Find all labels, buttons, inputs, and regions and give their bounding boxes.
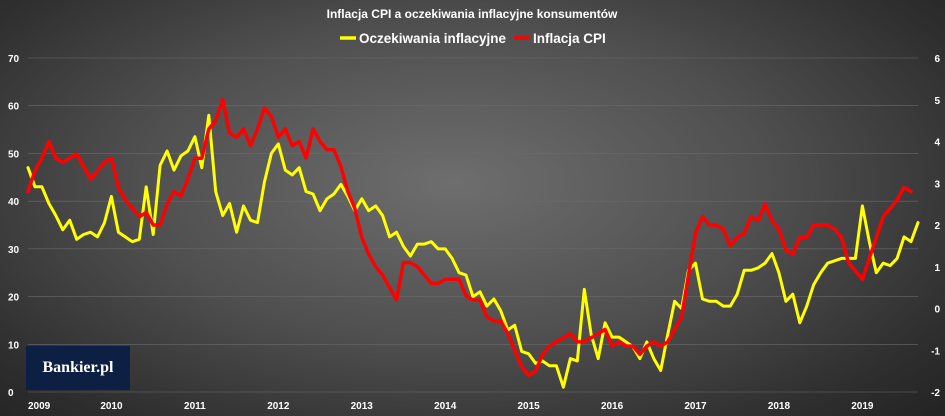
series-line-cpi — [26, 98, 913, 378]
y-right-tick-label: 3 — [934, 179, 940, 190]
y-left-tick-label: 10 — [8, 340, 20, 351]
legend-label-cpi: Inflacja CPI — [533, 31, 606, 46]
series-line-expectations — [26, 113, 920, 389]
series-layer — [26, 98, 920, 389]
x-tick-label: 2019 — [851, 401, 874, 412]
x-tick-label: 2017 — [684, 401, 707, 412]
y-right-tick-label: -1 — [931, 346, 940, 357]
y-right-tick-label: 2 — [934, 221, 940, 232]
x-tick-label: 2015 — [518, 401, 541, 412]
x-tick-label: 2018 — [768, 401, 791, 412]
x-tick-label: 2012 — [267, 401, 290, 412]
legend-label-expectations: Oczekiwania inflacyjne — [359, 31, 507, 46]
legend: Oczekiwania inflacyjne Inflacja CPI — [340, 31, 606, 46]
y-left-tick-label: 50 — [8, 149, 20, 160]
y-right-tick-label: 6 — [934, 54, 940, 65]
x-tick-label: 2014 — [434, 401, 457, 412]
y-left-tick-label: 20 — [8, 293, 20, 304]
y-left-tick-label: 40 — [8, 197, 20, 208]
x-tick-label: 2011 — [184, 401, 206, 412]
y-right-tick-label: 1 — [934, 263, 940, 274]
y-left-tick-label: 60 — [8, 102, 20, 113]
y-right-tick-label: 4 — [934, 138, 940, 149]
y-right-tick-label: 5 — [934, 96, 940, 107]
right-axis: -2 -1 0 1 2 3 4 5 6 — [931, 54, 940, 399]
chart-title: Inflacja CPI a oczekiwania inflacyjne ko… — [327, 7, 618, 21]
y-right-tick-label: 0 — [934, 305, 940, 316]
bankier-logo: Bankier.pl — [26, 346, 130, 390]
left-axis: 0 10 20 30 40 50 60 70 — [8, 54, 20, 399]
y-left-tick-label: 0 — [8, 388, 14, 399]
x-tick-label: 2010 — [100, 401, 123, 412]
x-tick-label: 2009 — [28, 401, 51, 412]
y-right-tick-label: -2 — [931, 388, 940, 399]
x-tick-label: 2016 — [601, 401, 624, 412]
x-tick-label: 2013 — [351, 401, 374, 412]
y-left-tick-label: 70 — [8, 54, 20, 65]
x-axis: 2009 2010 2011 2012 2013 2014 2015 2016 2017 2018… — [28, 401, 874, 412]
y-left-tick-label: 30 — [8, 245, 20, 256]
